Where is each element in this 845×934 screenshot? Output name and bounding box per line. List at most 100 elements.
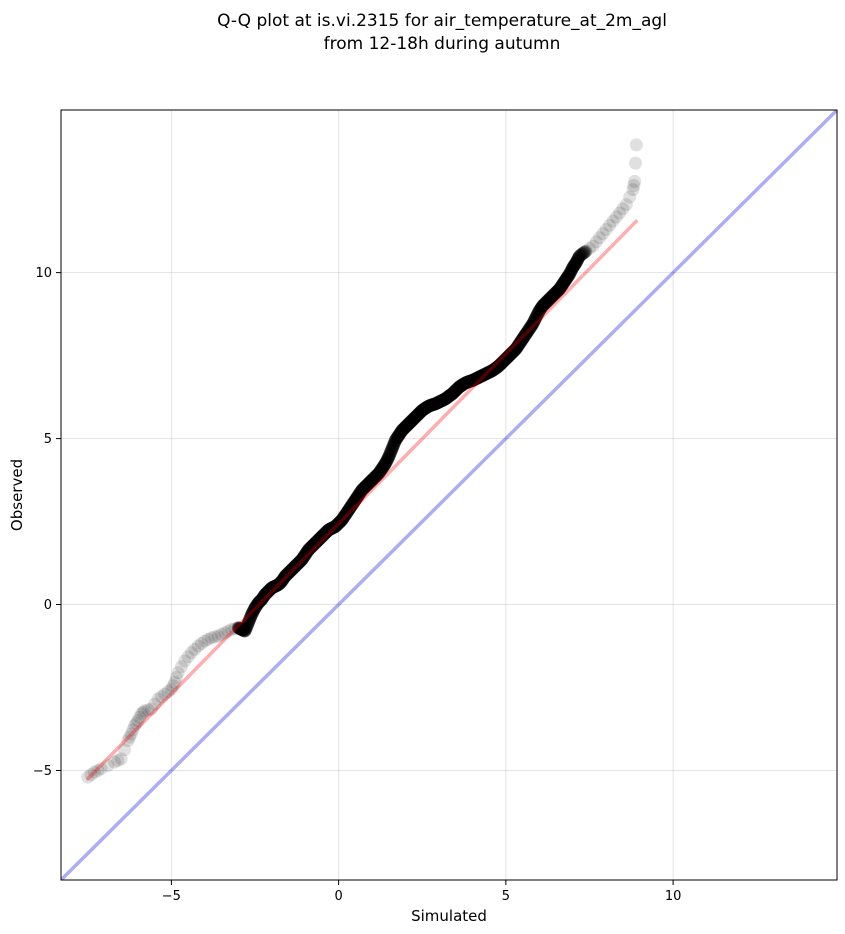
quantile-point <box>428 397 442 411</box>
quantile-point <box>260 586 274 600</box>
quantile-point <box>342 502 356 516</box>
quantile-point <box>340 505 354 519</box>
quantile-point <box>469 372 483 386</box>
quantile-point <box>521 323 535 337</box>
quantile-point <box>307 537 321 551</box>
quantile-point <box>323 522 337 536</box>
quantile-point <box>515 333 529 347</box>
quantile-point <box>299 546 313 560</box>
quantile-point <box>536 298 550 312</box>
quantile-point <box>194 637 208 651</box>
quantile-point <box>539 296 553 310</box>
quantile-point <box>462 375 476 389</box>
quantile-point <box>352 488 366 502</box>
quantile-point <box>482 365 496 379</box>
quantile-point <box>236 623 250 637</box>
quantile-point <box>393 427 407 441</box>
quantile-point <box>244 610 258 624</box>
quantile-point <box>353 486 367 500</box>
quantile-point <box>515 333 529 347</box>
quantile-point <box>334 514 348 528</box>
quantile-point <box>558 274 572 288</box>
quantile-point <box>431 396 445 410</box>
quantile-point <box>436 393 450 407</box>
quantile-point <box>208 630 222 644</box>
quantile-point <box>221 624 235 638</box>
quantile-point <box>262 583 276 597</box>
quantile-point <box>307 537 321 551</box>
quantile-point <box>414 405 428 419</box>
quantile-point <box>303 541 317 555</box>
quantile-point <box>485 364 499 378</box>
quantile-point <box>324 522 338 536</box>
quantile-point <box>198 634 212 648</box>
quantile-point <box>351 489 365 503</box>
quantile-point <box>287 560 301 574</box>
quantile-point <box>466 373 480 387</box>
quantile-point <box>356 482 370 496</box>
quantile-point <box>626 183 640 197</box>
quantile-point <box>627 179 641 193</box>
quantile-point <box>619 198 633 212</box>
quantile-point <box>304 540 318 554</box>
quantile-point <box>423 399 437 413</box>
quantile-point <box>371 467 385 481</box>
quantile-point <box>474 369 488 383</box>
quantile-point <box>452 380 466 394</box>
quantile-point <box>240 618 254 632</box>
quantile-point <box>525 318 539 332</box>
quantile-point <box>264 581 278 595</box>
quantile-point <box>552 283 566 297</box>
quantile-point <box>518 328 532 342</box>
quantile-point <box>476 368 490 382</box>
quantile-point <box>434 394 448 408</box>
y-axis-label: Observed <box>8 459 26 531</box>
quantile-point <box>218 626 232 640</box>
quantile-point <box>570 255 584 269</box>
quantile-point <box>188 642 202 656</box>
quantile-point <box>480 366 494 380</box>
quantile-point <box>573 248 587 262</box>
quantile-point <box>289 559 303 573</box>
quantile-point <box>386 439 400 453</box>
quantile-point <box>336 511 350 525</box>
quantile-point <box>265 581 279 595</box>
quantile-point <box>374 463 388 477</box>
quantile-point <box>233 622 247 636</box>
quantile-point <box>524 319 538 333</box>
quantile-point <box>345 499 359 513</box>
quantile-point <box>239 621 253 635</box>
quantile-point <box>559 273 573 287</box>
quantile-point <box>279 568 293 582</box>
quantile-point <box>244 609 258 623</box>
quantile-point <box>377 459 391 473</box>
quantile-point <box>364 474 378 488</box>
quantile-point <box>269 579 283 593</box>
quantile-point <box>451 381 465 395</box>
quantile-point <box>465 373 479 387</box>
quantile-point <box>510 341 524 355</box>
quantile-point <box>306 538 320 552</box>
quantile-point <box>477 368 491 382</box>
quantile-point <box>356 482 370 496</box>
quantile-point <box>563 266 577 280</box>
quantile-point <box>363 475 377 489</box>
quantile-point <box>111 754 125 768</box>
quantile-point <box>531 306 545 320</box>
quantile-point <box>459 376 473 390</box>
quantile-point <box>531 305 545 319</box>
quantile-point <box>283 565 297 579</box>
quantile-point <box>276 573 290 587</box>
quantile-point <box>468 372 482 386</box>
quantile-point <box>576 247 590 261</box>
quantile-point <box>378 458 392 472</box>
quantile-point <box>299 546 313 560</box>
quantile-point <box>417 402 431 416</box>
quantile-point <box>144 702 158 716</box>
x-axis-ticks: −5 0 5 10 <box>162 880 681 904</box>
quantile-point <box>560 271 574 285</box>
y-axis-ticks: −5 0 5 10 <box>33 266 61 779</box>
quantile-point <box>486 363 500 377</box>
quantile-point <box>366 472 380 486</box>
quantile-point <box>589 235 603 249</box>
